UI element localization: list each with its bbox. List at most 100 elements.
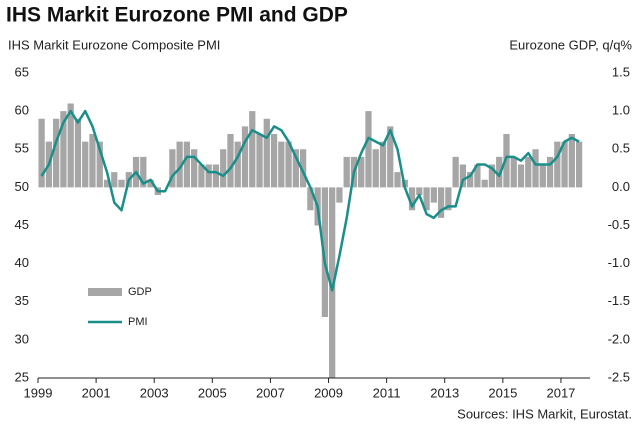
gdp-bar (365, 111, 372, 188)
gdp-bar (285, 141, 292, 188)
gdp-bar (191, 149, 198, 188)
gdp-bar (437, 187, 445, 218)
gdp-bar (474, 164, 481, 188)
gdp-bar (263, 118, 270, 188)
x-tick-label: 2015 (488, 385, 517, 400)
pmi-line (40, 109, 580, 292)
gdp-bar (220, 149, 227, 188)
gdp-bar (278, 141, 285, 188)
gdp-bar (416, 187, 423, 195)
x-tick-label: 2017 (546, 385, 575, 400)
y-tick-label: 50 (15, 179, 29, 194)
gdp-bar (445, 187, 452, 211)
y-tick-label: 40 (15, 255, 29, 270)
gdp-bar (394, 172, 401, 188)
y2-tick-label: -2.5 (608, 369, 630, 384)
y-tick-label: 30 (15, 331, 29, 346)
gdp-bar (111, 172, 118, 188)
gdp-bar (568, 134, 575, 188)
y2-tick-label: 0.0 (612, 179, 630, 194)
y-tick-label: 45 (15, 217, 29, 232)
gdp-bar (67, 103, 74, 188)
x-tick-label: 2001 (82, 385, 111, 400)
gdp-bar (423, 187, 430, 211)
gdp-bar (408, 187, 416, 211)
y2-tick-label: 0.5 (612, 141, 630, 156)
gdp-bar (38, 118, 45, 188)
y-tick-label: 65 (15, 64, 29, 79)
gdp-bar (358, 156, 365, 188)
gdp-bar (539, 164, 546, 188)
gdp-bar (53, 118, 60, 188)
y-tick-label: 25 (15, 369, 29, 384)
gdp-bar (147, 179, 154, 188)
gdp-bar (212, 164, 220, 188)
x-tick-label: 2009 (314, 385, 343, 400)
gdp-bar (96, 141, 103, 188)
gdp-bar (176, 141, 183, 188)
gdp-bar (60, 111, 67, 188)
gdp-bar (430, 187, 437, 203)
gdp-bar (270, 134, 278, 188)
x-tick-label: 2003 (140, 385, 169, 400)
gdp-bar (234, 141, 241, 188)
y-tick-label: 55 (15, 141, 29, 156)
gdp-bar (329, 187, 336, 378)
gdp-bar (503, 134, 510, 188)
y2-tick-label: -0.5 (608, 217, 630, 232)
gdp-bar (82, 141, 89, 188)
gdp-bar (467, 172, 474, 188)
gdp-bar (343, 156, 350, 188)
gdp-bar (103, 179, 111, 188)
gdp-bar (198, 164, 205, 188)
y-tick-label: 60 (15, 103, 29, 118)
source: Sources: IHS Markit, Eurostat. (457, 406, 632, 421)
plot-area (38, 103, 583, 378)
gdp-bar (336, 187, 343, 203)
y2-tick-label: 1.5 (612, 64, 630, 79)
gdp-bar (452, 156, 459, 188)
gdp-bar (575, 141, 583, 188)
gdp-bar (387, 126, 394, 188)
gdp-bar (481, 179, 488, 188)
gdp-bar (256, 134, 263, 188)
gdp-bar (321, 187, 329, 317)
gdp-bar (292, 149, 299, 188)
legend-label: PMI (128, 316, 148, 328)
gdp-bar (118, 179, 125, 188)
gdp-bar (89, 134, 96, 188)
y2-axis-title: Eurozone GDP, q/q% (509, 37, 632, 52)
gdp-bar (379, 141, 387, 188)
gdp-bar (459, 164, 467, 188)
legend-label: GDP (128, 286, 152, 298)
y2-tick-label: 1.0 (612, 103, 630, 118)
gdp-bar (74, 118, 82, 188)
gdp-bar (249, 111, 256, 188)
x-tick-label: 1999 (24, 385, 53, 400)
x-tick-label: 2005 (198, 385, 227, 400)
y2-tick-label: -1.5 (608, 293, 630, 308)
gdp-bar (372, 149, 379, 188)
y2-tick-label: -1.0 (608, 255, 630, 270)
gdp-bar (169, 149, 176, 188)
y-tick-label: 35 (15, 293, 29, 308)
gdp-bar (205, 164, 212, 188)
legend-swatch (88, 288, 122, 296)
gdp-bar (183, 141, 191, 188)
x-tick-label: 2013 (430, 385, 459, 400)
gdp-bar (525, 156, 532, 188)
gdp-bar (227, 134, 234, 188)
gdp-bar (532, 149, 539, 188)
x-tick-label: 2007 (256, 385, 285, 400)
x-tick-label: 2011 (373, 385, 401, 400)
gdp-bar (510, 156, 517, 188)
gdp-bar (517, 164, 525, 188)
y-axis-title: IHS Markit Eurozone Composite PMI (8, 37, 220, 52)
gdp-bar (241, 126, 249, 188)
chart-title: IHS Markit Eurozone PMI and GDP (6, 4, 348, 27)
gdp-bar (496, 156, 503, 188)
gdp-bar (307, 187, 314, 211)
gdp-bar (546, 156, 554, 188)
gdp-bar (140, 156, 147, 188)
